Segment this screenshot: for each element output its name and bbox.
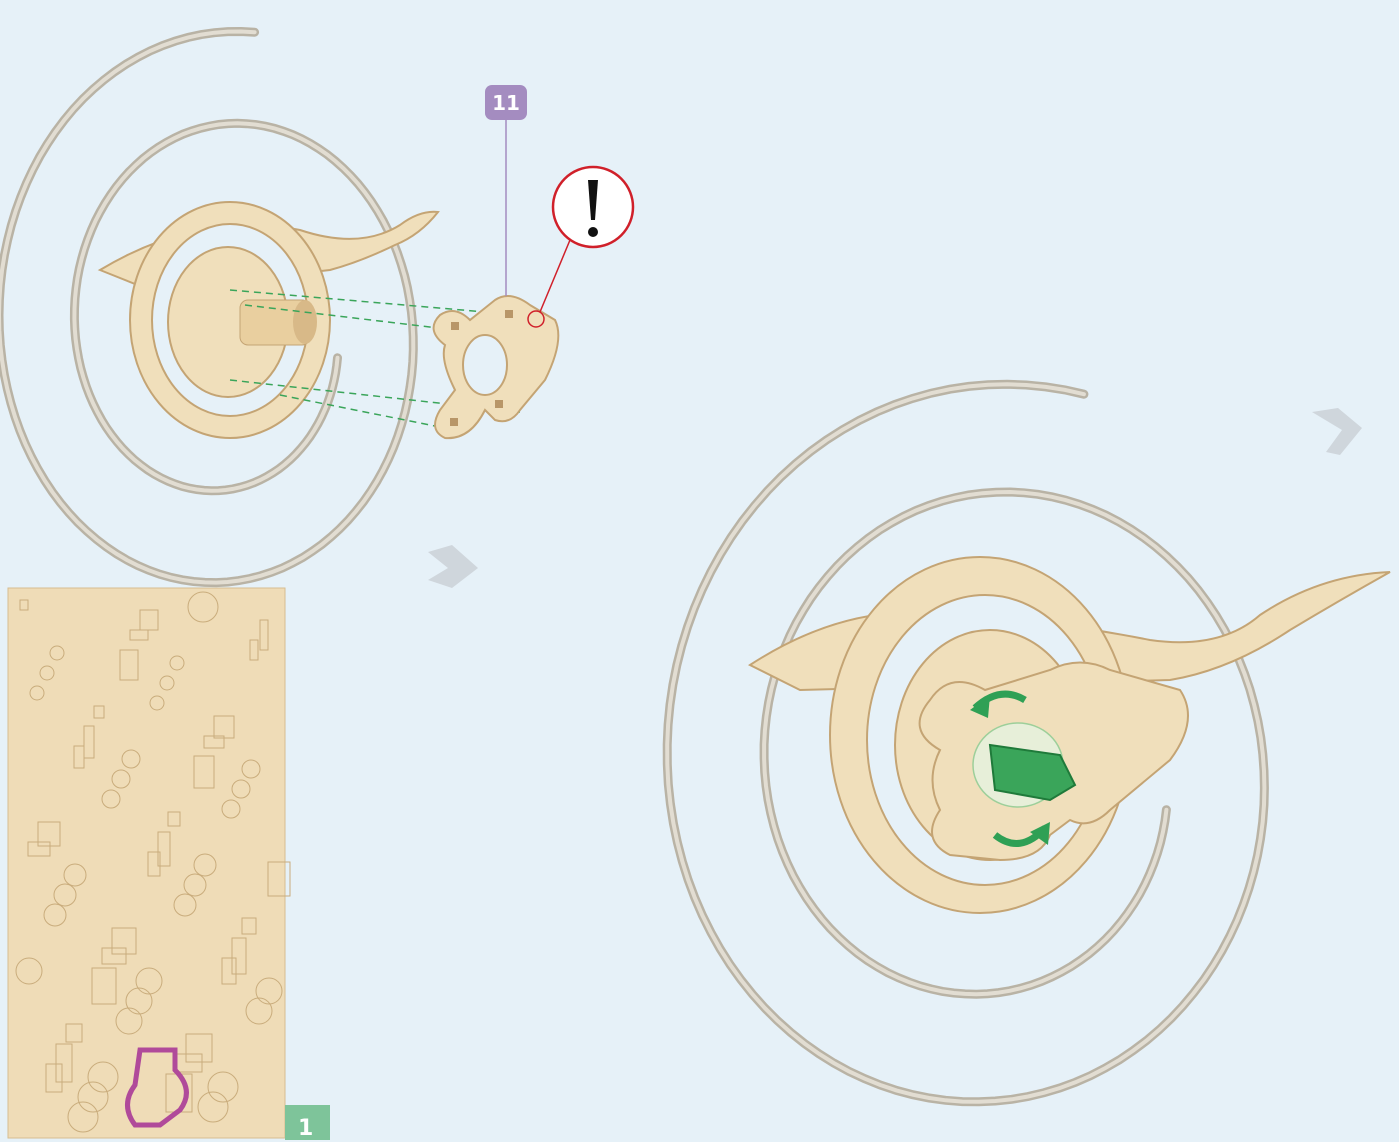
sheet-piece: [231, 937, 247, 975]
sheet-piece: [37, 821, 61, 847]
sheet-piece: [185, 1033, 213, 1063]
sheet-piece: [43, 903, 67, 927]
sheet-piece: [241, 759, 261, 779]
sheet-piece: [55, 1043, 73, 1083]
sheet-piece: [157, 831, 171, 867]
sheet-piece: [207, 1071, 239, 1103]
sheet-piece: [29, 685, 45, 701]
sheet-piece: [19, 599, 29, 611]
sheet-piece: [203, 735, 225, 749]
part-hole: [462, 334, 508, 396]
sheet-piece: [245, 997, 273, 1025]
left-assembly: [97, 201, 440, 439]
sheet-piece: [111, 769, 131, 789]
key-axle: [988, 743, 1077, 802]
sheet-piece: [77, 1081, 109, 1113]
sheet-piece: [91, 967, 117, 1005]
sheet-piece: [125, 987, 153, 1015]
sheet-number: 1: [298, 1116, 313, 1141]
axle-end: [293, 300, 317, 344]
sheet-piece: [241, 917, 257, 935]
sheet-piece: [249, 639, 259, 661]
sheet-piece: [65, 1023, 83, 1043]
sheet-piece: [45, 1063, 63, 1093]
sheet-piece: [221, 799, 241, 819]
parts-sheet: 1: [7, 587, 330, 1141]
sheet-piece: [183, 873, 207, 897]
right-assembly: [747, 556, 1391, 914]
sheet-piece: [221, 957, 237, 985]
next-arrow: [428, 545, 478, 588]
sheet-piece: [159, 675, 175, 691]
warning: [527, 165, 635, 328]
sheet-badge: [285, 1105, 330, 1140]
sheet: [7, 587, 286, 1139]
sheet-piece: [167, 811, 181, 827]
sheet-piece: [187, 591, 219, 623]
sheet-piece: [149, 695, 165, 711]
sheet-piece: [73, 745, 85, 769]
sheet-piece: [101, 789, 121, 809]
sheet-piece: [169, 655, 185, 671]
sheet-piece: [193, 755, 215, 789]
sheet-piece: [173, 893, 197, 917]
sheet-piece: [193, 853, 217, 877]
sheet-piece: [83, 725, 95, 759]
next-arrow: [1312, 408, 1362, 455]
sheet-piece: [87, 1061, 119, 1093]
sheet-piece: [115, 1007, 143, 1035]
sheet-piece: [259, 619, 269, 651]
sheet-piece: [101, 947, 127, 965]
sheet-piece: [111, 927, 137, 955]
loose-part: [432, 295, 560, 440]
springs: [0, 26, 1269, 1107]
sheet-piece: [67, 1101, 99, 1133]
callout-badge: [485, 85, 527, 120]
part-number: 11: [492, 91, 520, 115]
sheet-piece: [119, 649, 139, 681]
sheet-piece: [39, 665, 55, 681]
highlighted-piece: [125, 1047, 189, 1128]
sheet-piece: [147, 851, 161, 877]
sheet-piece: [121, 749, 141, 769]
sheet-piece: [53, 883, 77, 907]
sheet-piece: [231, 779, 251, 799]
sheet-piece: [49, 645, 65, 661]
sheet-piece: [135, 967, 163, 995]
sheet-piece: [27, 841, 51, 857]
spring-coil: [665, 382, 1267, 1104]
sheet-piece: [267, 861, 291, 897]
sheet-piece: [129, 629, 149, 641]
sheet-piece: [63, 863, 87, 887]
sheet-piece: [197, 1091, 229, 1123]
sheet-piece: [139, 609, 159, 631]
sheet-piece: [15, 957, 43, 985]
sheet-piece: [93, 705, 105, 719]
sheet-piece: [255, 977, 283, 1005]
spring-coil: [0, 29, 416, 585]
